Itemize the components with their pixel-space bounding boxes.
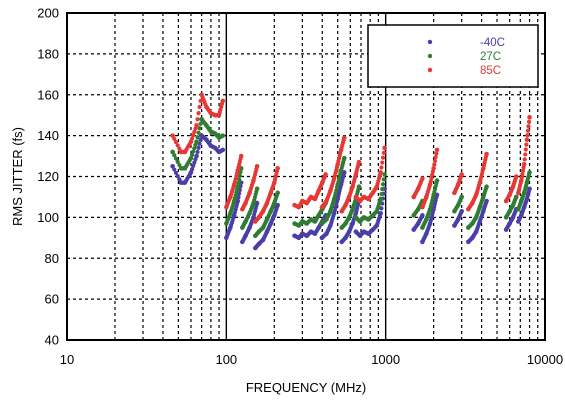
data-point-interp — [195, 135, 199, 139]
data-point-interp — [525, 133, 529, 137]
data-point — [220, 148, 225, 153]
data-point — [378, 170, 383, 175]
x-tick-label: 100 — [215, 352, 237, 367]
data-point-interp — [524, 147, 528, 151]
data-point — [342, 135, 347, 140]
y-tick-label: 40 — [45, 333, 59, 348]
data-point-interp — [523, 157, 527, 161]
data-point-interp — [527, 120, 531, 124]
y-tick-label: 140 — [37, 128, 59, 143]
legend-marker — [428, 40, 432, 44]
data-point — [255, 164, 260, 169]
data-point-interp — [198, 105, 202, 109]
data-point-interp — [196, 131, 200, 135]
data-point-interp — [381, 182, 385, 186]
data-point-interp — [196, 146, 200, 150]
data-point-interp — [526, 129, 530, 133]
data-point — [420, 213, 425, 218]
data-point-interp — [434, 155, 438, 159]
x-tick-label: 10000 — [527, 352, 563, 367]
data-point — [527, 115, 532, 120]
data-point — [514, 174, 519, 179]
y-tick-label: 120 — [37, 169, 59, 184]
y-tick-label: 80 — [45, 251, 59, 266]
data-point — [382, 172, 387, 177]
legend-label: -40C — [480, 37, 505, 49]
data-point — [220, 99, 225, 104]
data-point — [484, 152, 489, 157]
data-point — [527, 186, 532, 191]
x-tick-label: 10 — [60, 352, 74, 367]
data-point — [431, 166, 436, 171]
data-point — [459, 195, 464, 200]
data-point-interp — [380, 187, 384, 191]
legend-box — [368, 25, 538, 87]
data-point — [484, 199, 489, 204]
data-point — [522, 162, 527, 167]
data-point — [275, 166, 280, 171]
data-point — [194, 123, 199, 128]
data-point — [342, 156, 347, 161]
data-point-interp — [432, 163, 436, 167]
data-point-interp — [195, 117, 199, 121]
data-point — [527, 170, 532, 175]
legend-marker — [428, 68, 432, 72]
legend: -40C 27C 85C — [368, 25, 538, 87]
data-point — [357, 184, 362, 189]
data-point — [378, 197, 383, 202]
data-point-interp — [237, 177, 241, 181]
legend-label: 27C — [480, 51, 501, 63]
data-points — [170, 92, 532, 250]
data-point-interp — [379, 192, 383, 196]
data-point-interp — [379, 165, 383, 169]
data-point-interp — [526, 124, 530, 128]
data-point — [239, 154, 244, 159]
data-point-interp — [382, 151, 386, 155]
y-tick-label: 180 — [37, 46, 59, 61]
data-point — [525, 137, 530, 142]
data-point-interp — [434, 152, 438, 156]
data-point — [435, 148, 440, 153]
data-point — [459, 209, 464, 214]
data-point — [194, 139, 199, 144]
data-point-interp — [380, 161, 384, 165]
data-point-interp — [196, 111, 200, 115]
data-point-interp — [433, 159, 437, 163]
data-point-interp — [381, 156, 385, 160]
data-point — [484, 184, 489, 189]
data-point-interp — [523, 152, 527, 156]
data-point-interp — [524, 143, 528, 147]
data-point — [220, 133, 225, 138]
data-point — [194, 154, 199, 159]
x-tick-label: 1000 — [371, 352, 400, 367]
y-tick-label: 200 — [37, 6, 59, 21]
data-point — [459, 172, 464, 177]
data-point — [323, 172, 328, 177]
data-point-interp — [382, 177, 386, 181]
data-point — [382, 146, 387, 151]
data-point — [357, 160, 362, 165]
data-point — [420, 176, 425, 181]
data-point-interp — [195, 150, 199, 154]
y-tick-label: 60 — [45, 292, 59, 307]
y-axis-label: RMS JITTER (fs) — [10, 127, 25, 226]
data-point — [435, 178, 440, 183]
x-axis-label: FREQUENCY (MHz) — [246, 380, 366, 395]
series-85C — [170, 92, 532, 223]
legend-marker — [428, 54, 432, 58]
y-tick-label: 160 — [37, 87, 59, 102]
data-point — [514, 195, 519, 200]
data-point — [255, 186, 260, 191]
legend-label: 85C — [480, 65, 501, 77]
data-point — [275, 191, 280, 196]
y-tick-label: 100 — [37, 210, 59, 225]
data-point-interp — [236, 181, 240, 185]
